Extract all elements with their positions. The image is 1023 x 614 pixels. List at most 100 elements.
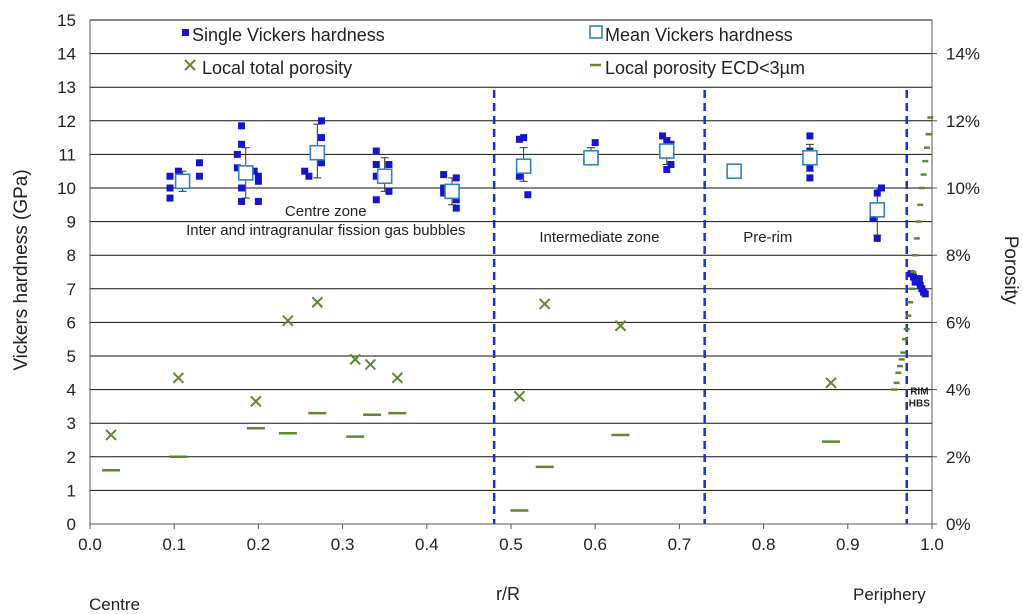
legend: Single Vickers hardness Mean Vickers hard… (182, 25, 805, 78)
single-hardness-point (254, 197, 262, 205)
total-porosity-point (172, 372, 185, 384)
single-hardness-point (372, 172, 380, 180)
total-porosity-point (513, 390, 526, 403)
single-hardness-point (372, 160, 380, 168)
x-tick-label: 0.1 (162, 535, 186, 554)
y-tick-label: 9 (67, 213, 76, 232)
single-hardness-point (372, 196, 380, 204)
single-hardness-point (385, 160, 393, 168)
y-tick-label: 2 (67, 448, 76, 467)
annotations: Centre zone Inter and intragranular fissi… (186, 203, 930, 409)
y-tick-label: 4 (67, 381, 76, 400)
x-tick-label: 0.9 (836, 535, 860, 554)
single-hardness-point (238, 122, 246, 130)
single-hardness-point (174, 167, 182, 175)
y-tick-label: 15 (57, 11, 76, 30)
single-hardness-point (254, 177, 262, 185)
total-porosity-point (614, 320, 627, 332)
x-end-label-left: Centre (89, 595, 140, 614)
y-tick-label: 7 (67, 280, 76, 299)
legend-marker (589, 25, 603, 39)
y-tick-label: 10 (57, 179, 76, 198)
total-porosity-point (391, 372, 404, 384)
single-hardness-point (524, 191, 532, 199)
x-tick-label: 0.2 (247, 535, 271, 554)
single-hardness-point (873, 234, 881, 242)
x-tick-label: 0.3 (331, 535, 355, 554)
total-porosity-point (825, 377, 837, 389)
single-hardness-point (663, 137, 671, 145)
y-tick-label: 12 (57, 112, 76, 131)
total-porosity-point (105, 429, 117, 441)
single-hardness-point (238, 140, 246, 148)
single-hardness-point (254, 172, 262, 180)
single-hardness-point (869, 214, 877, 222)
single-hardness-point (440, 171, 448, 179)
tick-labels: 01234567891011121314150%2%4%6%8%10%12%14… (57, 11, 980, 554)
mean-hardness-point (309, 144, 326, 161)
mean-hardness-point (174, 173, 191, 190)
single-hardness-point (806, 164, 814, 172)
single-hardness-point (921, 290, 929, 298)
single-hardness-point (873, 189, 881, 197)
zone-annotation: RIM (910, 386, 928, 397)
zone-annotation: Inter and intragranular fission gas bubb… (186, 222, 465, 239)
mean-hardness-point (802, 149, 818, 166)
single-hardness-point (372, 147, 380, 155)
mean-hardness-point (237, 165, 254, 181)
single-hardness-point (659, 132, 667, 140)
x-tick-label: 0.8 (752, 535, 776, 554)
zone-annotation: Intermediate zone (539, 229, 659, 246)
y2-tick-label: 6% (946, 313, 971, 332)
mean-hardness-point (515, 158, 532, 174)
x-tick-label: 0.5 (499, 535, 523, 554)
single-hardness-point (318, 117, 326, 125)
legend-label: Local total porosity (202, 58, 352, 78)
x-axis-label: r/R (496, 584, 520, 604)
single-hardness-point (166, 194, 174, 202)
y2-tick-label: 0% (946, 515, 971, 534)
single-hardness-point (305, 172, 313, 180)
y2-tick-label: 14% (946, 45, 980, 64)
legend-label: Local porosity ECD<3µm (605, 58, 805, 78)
axes (89, 20, 937, 529)
single-hardness-point (195, 172, 203, 180)
zone-annotation: Centre zone (285, 203, 367, 220)
legend-label: Single Vickers hardness (192, 25, 385, 45)
single-hardness-point (233, 164, 241, 172)
legend-marker (182, 29, 189, 36)
y2-tick-label: 4% (946, 381, 971, 400)
single-hardness-point (318, 134, 326, 142)
y-axis-label: Vickers hardness (GPa) (11, 169, 32, 370)
y2-tick-label: 10% (946, 179, 980, 198)
y-tick-label: 6 (67, 313, 76, 332)
single-hardness-point (663, 166, 671, 174)
single-hardness-point (806, 174, 814, 182)
mean-hardness-point (869, 202, 886, 218)
total-porosity-point (349, 353, 361, 366)
y2-tick-label: 8% (946, 246, 971, 265)
y-tick-label: 13 (57, 78, 76, 97)
single-hardness-point (238, 184, 246, 192)
y2-tick-label: 12% (946, 112, 980, 131)
single-hardness-point (452, 204, 460, 212)
single-hardness-point (166, 184, 174, 192)
y-tick-label: 0 (67, 515, 76, 534)
single-hardness-point (440, 184, 448, 192)
y-tick-label: 3 (67, 414, 76, 433)
x-tick-label: 0.6 (583, 535, 607, 554)
single-hardness-point (915, 275, 923, 283)
y-tick-label: 8 (67, 246, 76, 265)
single-hardness-point (166, 172, 174, 180)
data-marks (102, 116, 934, 512)
mean-hardness-point (583, 149, 599, 166)
mean-hardness-point (658, 143, 675, 159)
total-porosity-point (250, 395, 262, 408)
y-tick-label: 1 (67, 481, 76, 500)
y-tick-label: 5 (67, 347, 76, 366)
single-hardness-point (667, 160, 675, 168)
single-hardness-point (877, 184, 885, 192)
single-hardness-point (911, 278, 919, 286)
legend-marker (184, 59, 196, 71)
